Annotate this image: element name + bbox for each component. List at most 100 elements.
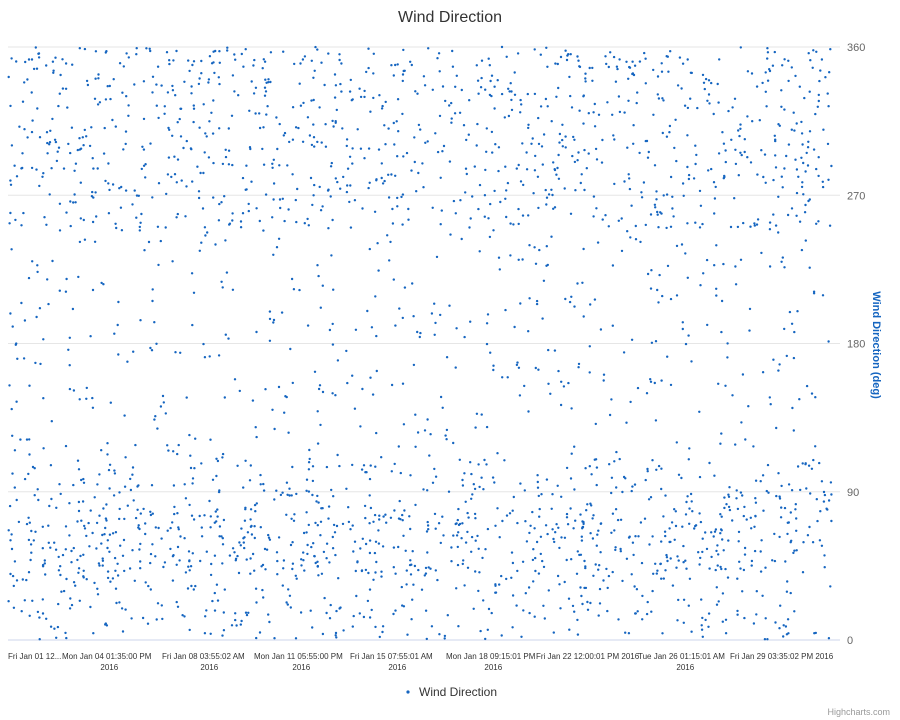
data-point (423, 574, 426, 577)
data-point (650, 610, 653, 613)
data-point (198, 514, 201, 518)
data-point (737, 174, 740, 177)
data-point (244, 611, 248, 614)
data-point (272, 253, 275, 256)
data-point (234, 559, 237, 562)
data-point (644, 57, 647, 60)
data-point (33, 494, 36, 497)
data-point (392, 74, 395, 77)
data-point (808, 266, 811, 269)
data-point (560, 380, 563, 383)
data-point (112, 494, 116, 497)
data-point (42, 447, 45, 450)
data-point (302, 101, 305, 105)
credits-link[interactable]: Highcharts.com (827, 707, 890, 717)
data-point (504, 197, 507, 200)
data-point (31, 599, 34, 602)
data-point (261, 67, 264, 70)
data-point (113, 469, 116, 472)
data-point (662, 194, 665, 197)
data-point (209, 438, 212, 441)
data-point (210, 111, 213, 115)
data-point (429, 567, 432, 570)
data-point (537, 116, 540, 120)
data-point (144, 176, 147, 179)
data-point (346, 167, 350, 170)
data-point (510, 90, 513, 93)
data-point (582, 315, 585, 318)
data-point (448, 104, 451, 107)
data-point (162, 565, 165, 569)
data-point (576, 282, 579, 285)
data-point (143, 249, 146, 252)
data-point (369, 464, 372, 467)
data-point (769, 403, 772, 406)
data-point (277, 385, 281, 389)
data-point (401, 604, 404, 607)
data-point (540, 493, 543, 496)
data-point (364, 542, 368, 546)
data-point (149, 552, 153, 556)
data-point (36, 488, 39, 491)
data-point (157, 116, 160, 120)
data-point (144, 163, 147, 166)
data-point (205, 135, 208, 138)
data-point (682, 598, 686, 601)
data-point (411, 282, 414, 285)
data-point (671, 195, 674, 198)
data-point (286, 603, 289, 606)
data-point (372, 72, 375, 75)
data-point (245, 613, 249, 617)
data-point (310, 545, 313, 549)
data-point (562, 385, 566, 388)
data-point (208, 355, 211, 358)
data-point (413, 564, 417, 568)
data-point (804, 170, 807, 173)
data-point (482, 599, 485, 602)
data-point (401, 223, 404, 226)
data-point (669, 540, 672, 544)
data-point (82, 553, 85, 556)
data-point (457, 531, 460, 534)
data-point (79, 554, 82, 558)
data-point (764, 71, 767, 74)
data-point (577, 59, 580, 62)
data-point (334, 120, 337, 123)
data-point (25, 578, 28, 582)
data-point (669, 383, 673, 387)
data-point (736, 577, 739, 580)
data-point (27, 58, 31, 61)
data-point (104, 98, 108, 101)
data-point (598, 602, 602, 605)
data-point (289, 543, 293, 547)
data-point (217, 76, 220, 79)
data-point (286, 164, 289, 167)
data-point (59, 573, 62, 577)
data-point (352, 614, 355, 618)
data-point (816, 519, 819, 523)
data-point (567, 597, 571, 600)
data-point (321, 284, 324, 287)
data-point (17, 520, 21, 524)
data-point (162, 401, 165, 404)
data-point (715, 294, 718, 297)
data-point (145, 47, 148, 50)
data-point (774, 139, 777, 143)
data-point (558, 141, 561, 144)
data-point (830, 164, 833, 168)
data-point (144, 522, 147, 525)
data-point (118, 507, 121, 511)
data-point (759, 570, 763, 573)
data-point (267, 613, 270, 616)
data-point (325, 557, 328, 560)
data-point (34, 46, 37, 49)
data-point (686, 106, 690, 110)
data-point (372, 96, 375, 100)
data-point (105, 519, 108, 522)
data-point (724, 632, 728, 635)
data-point (808, 90, 811, 93)
data-point (340, 90, 343, 93)
data-point (73, 169, 76, 172)
data-point (374, 625, 377, 629)
legend[interactable]: Wind Direction (406, 685, 497, 699)
